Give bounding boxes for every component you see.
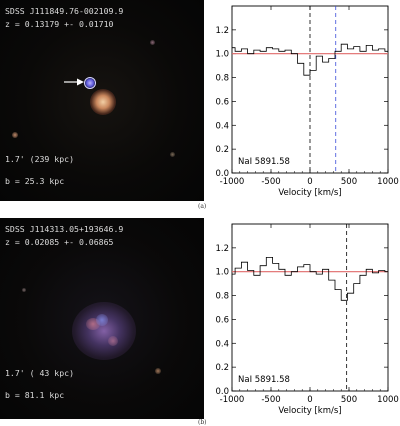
line-label: NaI 5891.58 <box>238 375 290 385</box>
spectrum-chart-b: 0.0 0.2 0.4 0.6 0.8 1.0 1.2 -1000 -500 0 500 1000 Ve… <box>215 223 399 416</box>
x-tick-label: 1000 <box>377 177 399 187</box>
pointer-arrow-icon <box>64 78 84 86</box>
galaxy-b-knot <box>96 314 108 326</box>
y-tick-label: 0.8 <box>215 292 229 302</box>
background-source <box>170 152 175 157</box>
y-tick-label: 0.6 <box>215 97 229 107</box>
spectrum-series <box>232 43 388 76</box>
separation-label: 1.7' ( 43 kpc) <box>5 368 75 378</box>
x-tick-label: 0 <box>307 177 312 187</box>
y-tick-label: 1.0 <box>215 268 229 278</box>
plot-frame <box>231 223 389 392</box>
object-name: SDSS J111849.76-002109.9 <box>5 6 124 16</box>
galaxy-image-a: SDSS J111849.76-002109.9 z = 0.13179 +- … <box>0 0 204 201</box>
x-tick-label: -1000 <box>220 177 245 187</box>
figure-label-a: (a) <box>198 203 207 210</box>
x-tick-label: 500 <box>341 395 357 405</box>
impact-parameter-label: b = 25.3 kpc <box>5 176 65 186</box>
background-source <box>22 288 26 292</box>
line-label: NaI 5891.58 <box>238 157 290 167</box>
x-axis-label: Velocity [km/s] <box>278 406 341 416</box>
x-tick-label: -500 <box>261 395 280 405</box>
x-tick-label: -1000 <box>220 395 245 405</box>
figure-label-b: (b) <box>198 419 207 426</box>
spectrum-series <box>232 257 388 301</box>
x-tick-label: 500 <box>341 177 357 187</box>
impact-parameter-label: b = 81.1 kpc <box>5 390 65 400</box>
galaxy-b <box>72 302 136 360</box>
y-tick-label: 0.2 <box>215 363 229 373</box>
x-tick-label: -500 <box>261 177 280 187</box>
x-axis-label: Velocity [km/s] <box>278 188 341 198</box>
x-tick-label: 1000 <box>377 395 399 405</box>
y-tick-label: 0.4 <box>215 339 229 349</box>
redshift-label: z = 0.13179 +- 0.01710 <box>5 19 114 29</box>
galaxy-b-knot <box>108 336 118 346</box>
target-source-a <box>85 78 95 88</box>
y-tick-label: 0.0 <box>215 169 229 179</box>
separation-label: 1.7' (239 kpc) <box>5 154 75 164</box>
background-source <box>150 40 155 45</box>
y-tick-label: 1.2 <box>215 26 229 36</box>
y-tick-label: 0.2 <box>215 145 229 155</box>
y-tick-label: 0.4 <box>215 121 229 131</box>
redshift-label: z = 0.02085 +- 0.06865 <box>5 237 114 247</box>
background-source <box>12 132 18 138</box>
background-source <box>155 368 161 374</box>
y-tick-label: 0.0 <box>215 387 229 397</box>
galaxy-a <box>90 89 116 115</box>
object-name: SDSS J114313.05+193646.9 <box>5 224 124 234</box>
y-tick-label: 0.6 <box>215 315 229 325</box>
galaxy-image-b: SDSS J114313.05+193646.9 z = 0.02085 +- … <box>0 218 204 419</box>
y-tick-label: 1.2 <box>215 244 229 254</box>
spectrum-chart-a: 0.0 0.2 0.4 0.6 0.8 1.0 1.2 -1000 -500 0 500 1000 Ve… <box>215 5 399 198</box>
y-tick-label: 0.8 <box>215 74 229 84</box>
x-tick-label: 0 <box>307 395 312 405</box>
y-tick-label: 1.0 <box>215 50 229 60</box>
